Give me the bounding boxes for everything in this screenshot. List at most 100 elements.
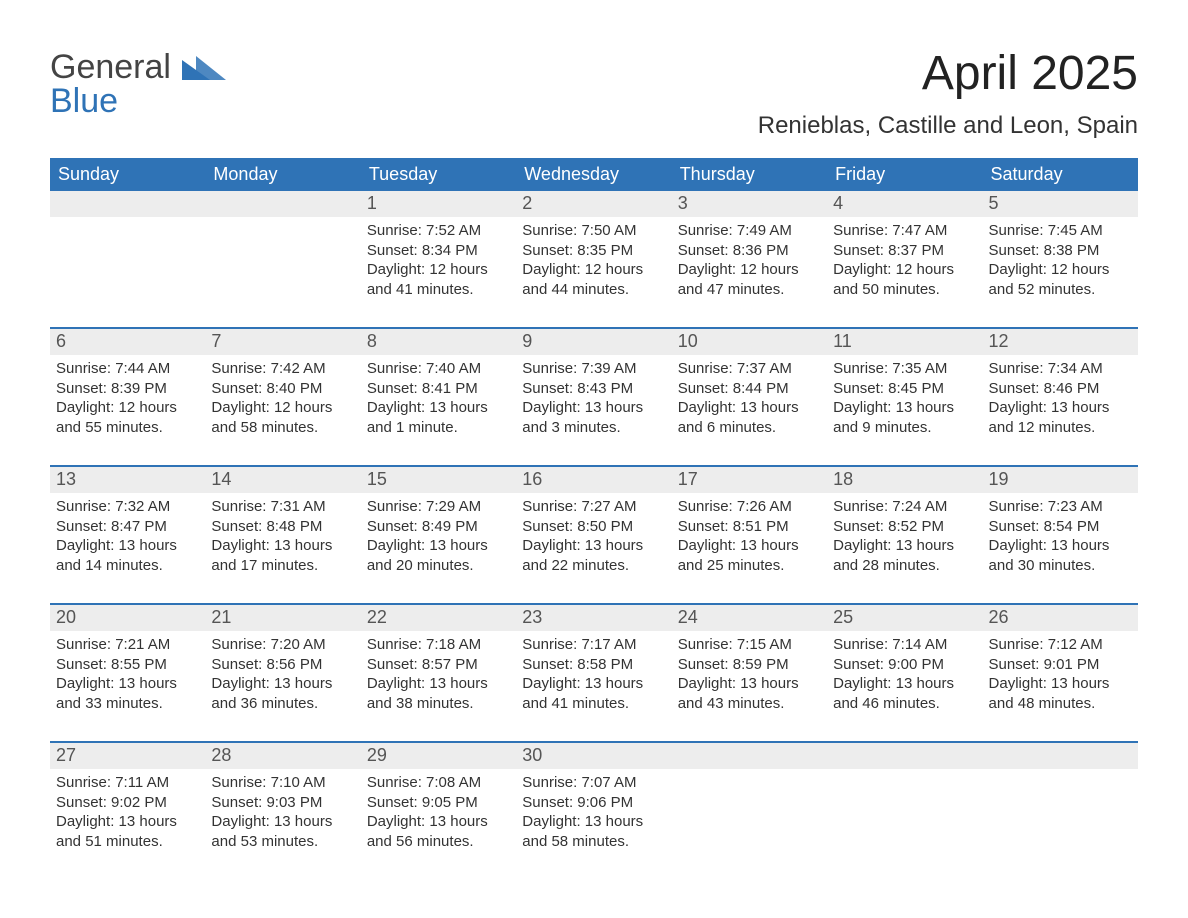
daylight-line: Daylight: 12 hours and 47 minutes. xyxy=(678,260,821,299)
day-content: Sunrise: 7:32 AMSunset: 8:47 PMDaylight:… xyxy=(50,493,205,581)
sunset-line: Sunset: 8:41 PM xyxy=(367,379,510,399)
day-number: 4 xyxy=(827,191,982,217)
day-number: 21 xyxy=(205,605,360,631)
daylight-line: Daylight: 13 hours and 12 minutes. xyxy=(989,398,1132,437)
day-content: Sunrise: 7:40 AMSunset: 8:41 PMDaylight:… xyxy=(361,355,516,443)
sunrise-line: Sunrise: 7:35 AM xyxy=(833,359,976,379)
day-number: 30 xyxy=(516,743,671,769)
sunrise-line: Sunrise: 7:40 AM xyxy=(367,359,510,379)
daylight-line: Daylight: 12 hours and 50 minutes. xyxy=(833,260,976,299)
sunset-line: Sunset: 8:52 PM xyxy=(833,517,976,537)
sunrise-line: Sunrise: 7:15 AM xyxy=(678,635,821,655)
calendar-day: 20Sunrise: 7:21 AMSunset: 8:55 PMDayligh… xyxy=(50,605,205,723)
sunset-line: Sunset: 8:34 PM xyxy=(367,241,510,261)
calendar-day: 28Sunrise: 7:10 AMSunset: 9:03 PMDayligh… xyxy=(205,743,360,861)
day-content xyxy=(983,769,1138,779)
brand-logo: General Blue xyxy=(50,50,226,118)
calendar-day: 26Sunrise: 7:12 AMSunset: 9:01 PMDayligh… xyxy=(983,605,1138,723)
calendar-day: 15Sunrise: 7:29 AMSunset: 8:49 PMDayligh… xyxy=(361,467,516,585)
day-number: 18 xyxy=(827,467,982,493)
sunset-line: Sunset: 8:48 PM xyxy=(211,517,354,537)
day-number: 9 xyxy=(516,329,671,355)
sunrise-line: Sunrise: 7:37 AM xyxy=(678,359,821,379)
calendar-day: 6Sunrise: 7:44 AMSunset: 8:39 PMDaylight… xyxy=(50,329,205,447)
day-number: 10 xyxy=(672,329,827,355)
day-content: Sunrise: 7:44 AMSunset: 8:39 PMDaylight:… xyxy=(50,355,205,443)
daylight-line: Daylight: 13 hours and 30 minutes. xyxy=(989,536,1132,575)
sunset-line: Sunset: 8:55 PM xyxy=(56,655,199,675)
flag-icon xyxy=(182,56,226,80)
brand-word-2: Blue xyxy=(50,82,118,120)
sunset-line: Sunset: 8:43 PM xyxy=(522,379,665,399)
sunrise-line: Sunrise: 7:50 AM xyxy=(522,221,665,241)
daylight-line: Daylight: 13 hours and 22 minutes. xyxy=(522,536,665,575)
sunset-line: Sunset: 8:37 PM xyxy=(833,241,976,261)
calendar-day: 11Sunrise: 7:35 AMSunset: 8:45 PMDayligh… xyxy=(827,329,982,447)
weekday-header: Saturday xyxy=(983,158,1138,191)
day-number: 14 xyxy=(205,467,360,493)
sunrise-line: Sunrise: 7:49 AM xyxy=(678,221,821,241)
calendar-day: 17Sunrise: 7:26 AMSunset: 8:51 PMDayligh… xyxy=(672,467,827,585)
calendar-day: 12Sunrise: 7:34 AMSunset: 8:46 PMDayligh… xyxy=(983,329,1138,447)
day-number: 7 xyxy=(205,329,360,355)
day-number: 8 xyxy=(361,329,516,355)
day-number xyxy=(827,743,982,769)
day-number xyxy=(50,191,205,217)
calendar-week: 6Sunrise: 7:44 AMSunset: 8:39 PMDaylight… xyxy=(50,327,1138,447)
daylight-line: Daylight: 12 hours and 44 minutes. xyxy=(522,260,665,299)
sunset-line: Sunset: 8:59 PM xyxy=(678,655,821,675)
daylight-line: Daylight: 13 hours and 17 minutes. xyxy=(211,536,354,575)
calendar-day xyxy=(983,743,1138,861)
daylight-line: Daylight: 12 hours and 41 minutes. xyxy=(367,260,510,299)
calendar-day: 5Sunrise: 7:45 AMSunset: 8:38 PMDaylight… xyxy=(983,191,1138,309)
day-content: Sunrise: 7:27 AMSunset: 8:50 PMDaylight:… xyxy=(516,493,671,581)
sunrise-line: Sunrise: 7:34 AM xyxy=(989,359,1132,379)
sunset-line: Sunset: 8:50 PM xyxy=(522,517,665,537)
day-number: 17 xyxy=(672,467,827,493)
daylight-line: Daylight: 13 hours and 14 minutes. xyxy=(56,536,199,575)
day-content: Sunrise: 7:39 AMSunset: 8:43 PMDaylight:… xyxy=(516,355,671,443)
daylight-line: Daylight: 13 hours and 1 minute. xyxy=(367,398,510,437)
daylight-line: Daylight: 12 hours and 52 minutes. xyxy=(989,260,1132,299)
weekday-header: Friday xyxy=(827,158,982,191)
day-number: 19 xyxy=(983,467,1138,493)
day-number xyxy=(983,743,1138,769)
day-number: 25 xyxy=(827,605,982,631)
day-content: Sunrise: 7:26 AMSunset: 8:51 PMDaylight:… xyxy=(672,493,827,581)
day-number: 6 xyxy=(50,329,205,355)
day-number: 29 xyxy=(361,743,516,769)
calendar-day: 18 Sunrise: 7:24 AMSunset: 8:52 PMDayligh… xyxy=(827,467,982,585)
title-block: April 2025 Renieblas, Castille and Leon,… xyxy=(758,50,1138,140)
day-number: 28 xyxy=(205,743,360,769)
calendar-day: 19Sunrise: 7:23 AMSunset: 8:54 PMDayligh… xyxy=(983,467,1138,585)
calendar-day: 27Sunrise: 7:11 AMSunset: 9:02 PMDayligh… xyxy=(50,743,205,861)
sunrise-line: Sunrise: 7:24 AM xyxy=(833,497,976,517)
sunrise-line: Sunrise: 7:44 AM xyxy=(56,359,199,379)
daylight-line: Daylight: 13 hours and 41 minutes. xyxy=(522,674,665,713)
calendar-day xyxy=(672,743,827,861)
sunrise-line: Sunrise: 7:31 AM xyxy=(211,497,354,517)
sunrise-line: Sunrise: 7:23 AM xyxy=(989,497,1132,517)
sunset-line: Sunset: 8:39 PM xyxy=(56,379,199,399)
day-content: Sunrise: 7:34 AMSunset: 8:46 PMDaylight:… xyxy=(983,355,1138,443)
sunrise-line: Sunrise: 7:08 AM xyxy=(367,773,510,793)
day-content: Sunrise: 7:29 AMSunset: 8:49 PMDaylight:… xyxy=(361,493,516,581)
sunrise-line: Sunrise: 7:32 AM xyxy=(56,497,199,517)
calendar-day: 10Sunrise: 7:37 AMSunset: 8:44 PMDayligh… xyxy=(672,329,827,447)
sunset-line: Sunset: 8:47 PM xyxy=(56,517,199,537)
day-content: Sunrise: 7:17 AMSunset: 8:58 PMDaylight:… xyxy=(516,631,671,719)
sunrise-line: Sunrise: 7:29 AM xyxy=(367,497,510,517)
weekday-header: Sunday xyxy=(50,158,205,191)
page-title: April 2025 xyxy=(758,50,1138,98)
day-number: 26 xyxy=(983,605,1138,631)
day-content xyxy=(205,217,360,227)
day-content: Sunrise: 7:08 AMSunset: 9:05 PMDaylight:… xyxy=(361,769,516,857)
weeks-container: 1Sunrise: 7:52 AMSunset: 8:34 PMDaylight… xyxy=(50,191,1138,861)
day-content: Sunrise: 7:52 AMSunset: 8:34 PMDaylight:… xyxy=(361,217,516,305)
day-content: Sunrise: 7:21 AMSunset: 8:55 PMDaylight:… xyxy=(50,631,205,719)
header: General Blue April 2025 Renieblas, Casti… xyxy=(50,50,1138,140)
daylight-line: Daylight: 13 hours and 28 minutes. xyxy=(833,536,976,575)
daylight-line: Daylight: 13 hours and 51 minutes. xyxy=(56,812,199,851)
daylight-line: Daylight: 13 hours and 53 minutes. xyxy=(211,812,354,851)
day-content: Sunrise: 7:23 AMSunset: 8:54 PMDaylight:… xyxy=(983,493,1138,581)
